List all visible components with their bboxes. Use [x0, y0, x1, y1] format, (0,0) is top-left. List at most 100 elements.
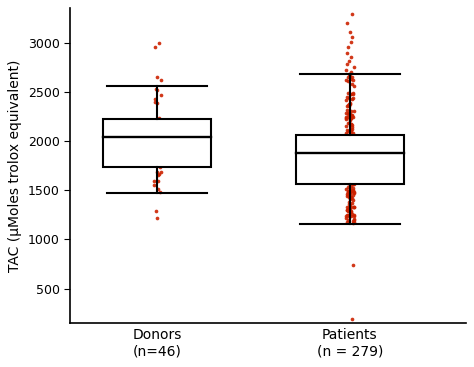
Point: [344, 163, 352, 169]
Point: [343, 94, 351, 100]
Point: [349, 139, 356, 145]
Point: [343, 219, 351, 225]
Point: [343, 103, 350, 109]
Point: [151, 137, 158, 143]
Point: [350, 204, 358, 210]
Point: [349, 153, 356, 159]
Point: [347, 55, 355, 61]
Point: [350, 64, 358, 70]
Point: [345, 199, 353, 204]
Point: [156, 120, 164, 126]
Point: [345, 145, 353, 151]
Point: [155, 128, 163, 134]
Point: [343, 114, 350, 120]
Point: [151, 44, 159, 50]
FancyBboxPatch shape: [296, 135, 404, 184]
Point: [346, 174, 354, 180]
Point: [346, 174, 353, 180]
Point: [342, 97, 349, 103]
Point: [156, 155, 164, 161]
Point: [349, 179, 357, 185]
Point: [347, 163, 355, 168]
Point: [345, 135, 353, 141]
Point: [346, 173, 353, 179]
Point: [346, 159, 354, 164]
Point: [344, 110, 352, 116]
Point: [156, 189, 164, 195]
Point: [346, 148, 353, 154]
Point: [342, 67, 350, 73]
Point: [343, 133, 351, 139]
Point: [346, 143, 353, 149]
Point: [348, 316, 356, 322]
Y-axis label: TAC (μMoles trolox equivalent): TAC (μMoles trolox equivalent): [9, 59, 22, 272]
Point: [346, 121, 354, 127]
Point: [343, 146, 351, 152]
Point: [344, 212, 351, 218]
Point: [157, 77, 164, 83]
Point: [345, 95, 353, 101]
Point: [347, 140, 355, 146]
Point: [348, 149, 356, 155]
Point: [345, 160, 353, 166]
Point: [343, 193, 351, 199]
Point: [157, 92, 164, 98]
Point: [344, 50, 351, 55]
Point: [342, 116, 350, 122]
Point: [346, 29, 354, 35]
Point: [349, 187, 357, 193]
Point: [345, 169, 353, 175]
Point: [157, 159, 164, 164]
Point: [346, 161, 354, 167]
Point: [345, 189, 352, 195]
Point: [342, 144, 350, 150]
Point: [350, 174, 357, 180]
Point: [347, 180, 355, 186]
Point: [346, 208, 353, 214]
Point: [155, 163, 163, 169]
Point: [349, 181, 356, 187]
Point: [348, 136, 356, 142]
Point: [345, 103, 353, 109]
Point: [349, 75, 356, 80]
Point: [345, 139, 353, 145]
Point: [345, 192, 352, 198]
Point: [344, 181, 352, 186]
Point: [347, 179, 355, 185]
Point: [349, 159, 356, 165]
Point: [153, 100, 161, 106]
Point: [348, 176, 356, 182]
Point: [343, 134, 351, 140]
Point: [343, 137, 350, 142]
Point: [348, 142, 356, 148]
Point: [153, 215, 161, 221]
Point: [346, 186, 354, 192]
Point: [155, 186, 162, 192]
Point: [346, 159, 354, 164]
Point: [346, 158, 353, 164]
Point: [344, 191, 351, 197]
Point: [349, 197, 356, 203]
Point: [345, 75, 352, 80]
Point: [345, 128, 352, 134]
Point: [344, 139, 352, 145]
Point: [347, 76, 355, 82]
Point: [346, 71, 353, 77]
Point: [346, 188, 354, 194]
Point: [150, 118, 158, 124]
Point: [348, 209, 356, 215]
Point: [347, 161, 355, 167]
Point: [154, 74, 161, 80]
Point: [348, 108, 356, 114]
Point: [347, 183, 355, 189]
Point: [350, 131, 357, 137]
Point: [342, 145, 350, 151]
Point: [345, 189, 353, 195]
Point: [343, 130, 350, 135]
Point: [154, 150, 162, 156]
Point: [350, 181, 357, 187]
Point: [346, 161, 354, 167]
Point: [342, 159, 349, 165]
Point: [346, 151, 354, 157]
Point: [346, 101, 354, 106]
